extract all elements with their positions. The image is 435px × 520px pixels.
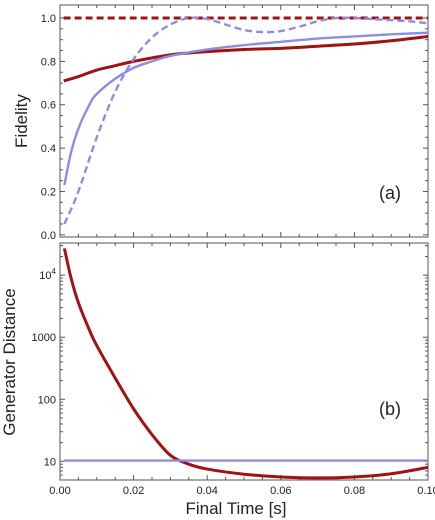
y-tick-label: 0.2 bbox=[41, 186, 56, 198]
generator-distance-y-axis: 10 100 1000 104 bbox=[32, 245, 428, 481]
y-tick-label: 0.0 bbox=[41, 230, 56, 242]
fidelity-series-group bbox=[63, 16, 429, 225]
y-tick-label: 0.4 bbox=[41, 143, 56, 155]
y-tick-label: 100 bbox=[38, 394, 56, 406]
fidelity-x-axis bbox=[59, 5, 429, 237]
x-tick-label: 0.00 bbox=[49, 485, 70, 497]
fidelity-plot-frame bbox=[59, 4, 429, 238]
generator-distance-y-axis-title: Generator Distance bbox=[0, 288, 19, 435]
generator-distance-panel: 10 100 1000 104 0.00 0.02 0.04 0.06 0.08 0.10 Ge… bbox=[0, 242, 435, 518]
generator-distance-series-line-0 bbox=[62, 248, 429, 480]
fidelity-panel: 0.0 0.2 0.4 0.6 0.8 1.0 Fidelity (a) bbox=[12, 4, 429, 242]
x-tick-label: 0.02 bbox=[123, 485, 144, 497]
fidelity-series-line-2 bbox=[63, 31, 429, 186]
fidelity-series-line-3 bbox=[63, 16, 429, 225]
panel-label-b: (b) bbox=[379, 399, 401, 419]
generator-distance-x-axis: 0.00 0.02 0.04 0.06 0.08 0.10 bbox=[49, 243, 435, 497]
x-tick-label: 0.10 bbox=[417, 485, 435, 497]
generator-distance-plot-frame bbox=[59, 242, 429, 481]
x-tick-label: 0.04 bbox=[196, 485, 217, 497]
fidelity-y-axis: 0.0 0.2 0.4 0.6 0.8 1.0 bbox=[41, 13, 428, 242]
y-tick-label: 1.0 bbox=[41, 13, 56, 25]
generator-distance-series-group bbox=[62, 248, 429, 480]
x-tick-label: 0.06 bbox=[270, 485, 291, 497]
y-tick-label: 104 bbox=[39, 267, 56, 282]
fidelity-series-line-1 bbox=[63, 34, 429, 83]
fidelity-y-axis-title: Fidelity bbox=[12, 94, 31, 148]
y-tick-label: 0.6 bbox=[41, 100, 56, 112]
x-tick-label: 0.08 bbox=[344, 485, 365, 497]
panel-label-a: (a) bbox=[379, 183, 401, 203]
y-tick-label: 1000 bbox=[32, 332, 56, 344]
y-tick-label: 10 bbox=[44, 456, 56, 468]
x-axis-title: Final Time [s] bbox=[185, 499, 286, 518]
y-tick-label: 0.8 bbox=[41, 56, 56, 68]
